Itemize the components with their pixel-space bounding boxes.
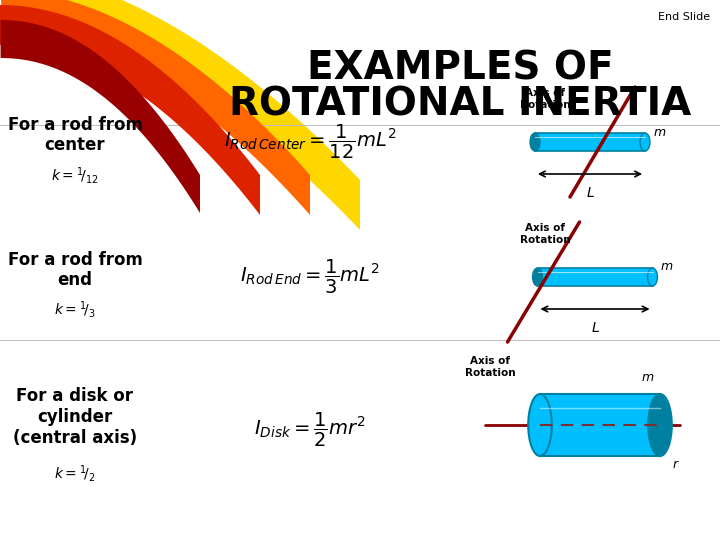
Ellipse shape: [640, 133, 650, 151]
Bar: [538, 268, 652, 286]
Text: $I_{Rod\,Center} = \dfrac{1}{12}mL^2$: $I_{Rod\,Center} = \dfrac{1}{12}mL^2$: [224, 123, 396, 161]
Text: $I_{Rod\,End} = \dfrac{1}{3}mL^2$: $I_{Rod\,End} = \dfrac{1}{3}mL^2$: [240, 258, 380, 296]
Text: $m$: $m$: [653, 125, 666, 138]
Text: $L$: $L$: [585, 186, 595, 200]
Ellipse shape: [533, 268, 542, 286]
Text: $r$: $r$: [672, 458, 680, 471]
Text: For a disk or
cylinder
(central axis): For a disk or cylinder (central axis): [13, 387, 137, 447]
Text: $m$: $m$: [642, 371, 654, 384]
Text: $I_{Disk} = \dfrac{1}{2}mr^2$: $I_{Disk} = \dfrac{1}{2}mr^2$: [254, 411, 366, 449]
Text: $k = {}^1\!/{}_{12}$: $k = {}^1\!/{}_{12}$: [51, 165, 99, 186]
Text: For a rod from
center: For a rod from center: [8, 116, 143, 154]
Bar: [535, 133, 645, 151]
Text: ROTATIONAL INERTIA: ROTATIONAL INERTIA: [229, 85, 691, 123]
Ellipse shape: [530, 133, 540, 151]
Text: EXAMPLES OF: EXAMPLES OF: [307, 50, 613, 88]
Text: Axis of
Rotation: Axis of Rotation: [464, 356, 516, 378]
Text: Axis of
Rotation: Axis of Rotation: [520, 88, 570, 110]
Text: $m$: $m$: [660, 260, 674, 273]
Text: $k = {}^1\!/{}_{2}$: $k = {}^1\!/{}_{2}$: [54, 462, 96, 483]
Text: For a rod from
end: For a rod from end: [8, 251, 143, 289]
Bar: [540, 394, 660, 456]
Text: $L$: $L$: [590, 321, 600, 335]
Text: Axis of
Rotation: Axis of Rotation: [520, 223, 570, 245]
Text: End Slide: End Slide: [658, 12, 710, 22]
Ellipse shape: [648, 394, 672, 456]
Polygon shape: [0, 5, 260, 215]
Text: $k = {}^1\!/{}_{3}$: $k = {}^1\!/{}_{3}$: [54, 300, 96, 321]
Ellipse shape: [528, 394, 552, 456]
Ellipse shape: [647, 268, 657, 286]
